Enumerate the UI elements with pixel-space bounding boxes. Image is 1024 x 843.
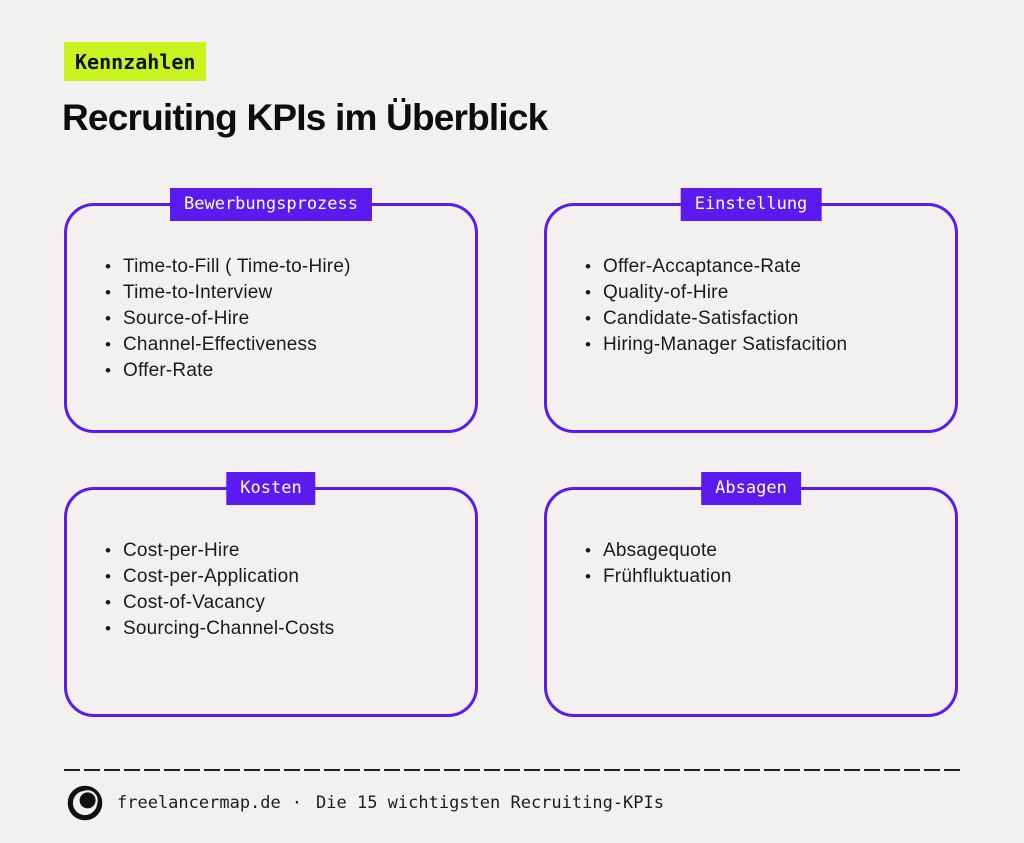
kpi-list-item: Cost-per-Application — [105, 564, 475, 590]
kpi-list-item: Cost-of-Vacancy — [105, 590, 475, 616]
kennzahlen-badge: Kennzahlen — [64, 42, 207, 81]
kpi-list-item: Source-of-Hire — [105, 306, 475, 332]
kpi-list-einstellung: Offer-Accaptance-RateQuality-of-HireCand… — [585, 254, 955, 358]
kpi-list-item: Frühfluktuation — [585, 564, 955, 590]
kpi-list-item: Offer-Accaptance-Rate — [585, 254, 955, 280]
kpi-list-item: Absagequote — [585, 538, 955, 564]
kpi-list-absagen: AbsagequoteFrühfluktuation — [585, 538, 955, 590]
kpi-list-item: Time-to-Interview — [105, 280, 475, 306]
footer-brand: freelancermap.de — [117, 793, 281, 813]
page-title: Recruiting KPIs im Überblick — [62, 97, 548, 138]
freelancermap-logo-icon — [67, 785, 103, 821]
kpi-box-absagen: Absagen AbsagequoteFrühfluktuation — [544, 472, 958, 717]
kpi-list-item: Time-to-Fill ( Time-to-Hire) — [105, 254, 475, 280]
kpi-list-item: Hiring-Manager Satisfacition — [585, 332, 955, 358]
kpi-list-item: Quality-of-Hire — [585, 280, 955, 306]
box-label-absagen: Absagen — [701, 472, 801, 505]
box-label-bewerbungsprozess: Bewerbungsprozess — [170, 188, 372, 221]
footer-divider — [64, 769, 960, 771]
kpi-box-einstellung: Einstellung Offer-Accaptance-RateQuality… — [544, 188, 958, 433]
kpi-box-bewerbungsprozess: Bewerbungsprozess Time-to-Fill ( Time-to… — [64, 188, 478, 433]
kpi-list-bewerbungsprozess: Time-to-Fill ( Time-to-Hire)Time-to-Inte… — [105, 254, 475, 384]
footer-separator: · — [291, 793, 303, 813]
footer: freelancermap.de · Die 15 wichtigsten Re… — [66, 784, 960, 822]
box-label-kosten: Kosten — [226, 472, 316, 505]
kpi-box-kosten: Kosten Cost-per-HireCost-per-Application… — [64, 472, 478, 717]
kpi-list-item: Channel-Effectiveness — [105, 332, 475, 358]
kpi-list-item: Cost-per-Hire — [105, 538, 475, 564]
kpi-list-item: Offer-Rate — [105, 358, 475, 384]
box-label-einstellung: Einstellung — [680, 188, 822, 221]
kpi-list-item: Candidate-Satisfaction — [585, 306, 955, 332]
kpi-list-kosten: Cost-per-HireCost-per-ApplicationCost-of… — [105, 538, 475, 642]
footer-tagline: Die 15 wichtigsten Recruiting-KPIs — [316, 793, 665, 813]
kpi-list-item: Sourcing-Channel-Costs — [105, 616, 475, 642]
